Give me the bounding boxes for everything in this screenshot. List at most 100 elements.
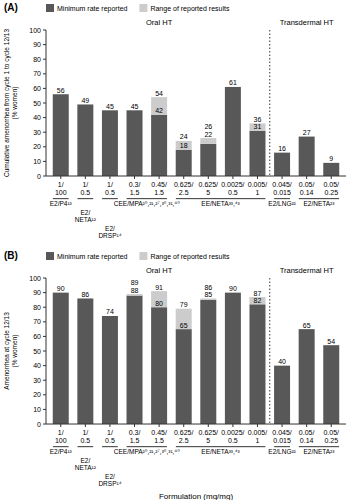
data-label: 54 [155,90,163,97]
data-label: 27 [303,129,311,136]
y-tick [43,365,46,366]
bar-segment [151,97,167,115]
y-tick [43,409,46,410]
group-underline [53,198,69,199]
legend-swatch [139,252,147,260]
x-tick-label: 0.625/2.5 [174,181,194,196]
group-label: E2/NETA²³ [303,200,335,207]
y-tick-label: 60 [33,85,41,92]
x-tick-label: 1/0.5 [80,181,90,196]
y-tick-label: 80 [33,304,41,311]
y-tick-label: 80 [33,56,41,63]
y-tick-label: 20 [33,143,41,150]
bar-segment [274,365,290,366]
y-tick-label: 0 [37,421,41,428]
x-tick [60,424,61,427]
legend-label: Minimum rate reported [57,5,128,13]
group-underline [274,198,290,199]
legend-swatch [46,4,54,12]
bar-segment [102,316,118,424]
panel: (A) Minimum rate reported Range of reporte… [3,2,346,239]
x-tick-label: 0.0025/0.5 [221,429,244,444]
data-label: 85 [204,291,212,298]
group-label: CEE/MPA²⁰,²¹,²⁷,³⁰,³¹,⁴⁰ [114,200,180,207]
bar-segment [225,87,241,176]
y-tick-label: 30 [33,377,41,384]
x-tick-label: 0.045/0.015 [272,429,292,444]
panel-label: (A) [4,2,18,13]
bar-segment [299,137,315,176]
x-tick-label: 0.3/1.5 [129,429,141,444]
x-tick-label: 0.0025/0.5 [221,181,244,196]
data-label: 49 [81,97,89,104]
x-tick [208,176,209,179]
bar-segment [249,297,265,304]
group-underline [176,198,266,199]
x-tick-label: 0.3/1.5 [129,181,141,196]
x-tick-label: 0.005/1 [248,429,268,444]
x-tick-label: 1/100 [55,181,67,196]
bar-segment [77,298,93,299]
bar-segment [53,94,69,176]
bar-segment [127,110,143,111]
bar-segment [323,162,339,163]
bars [53,291,339,424]
x-tick-label: 0.05/0.25 [323,181,339,196]
bar-segment [102,110,118,176]
x-tick [232,176,233,179]
bar-segment [299,329,315,424]
legend-label: Range of reported results [150,5,229,13]
x-tick [134,176,135,179]
x-tick [134,424,135,427]
bar-segment [151,115,167,176]
y-tick-label: 50 [33,348,41,355]
bar-segment [274,152,290,153]
bar-segment [53,292,69,293]
panel-label: (B) [4,250,18,261]
group-label: E2/P4¹³ [50,200,73,207]
y-tick [43,88,46,89]
group-underline [77,198,93,199]
section-title: Oral HT [146,266,173,275]
y-axis-label: Cumulative amenorrhea from cycle 1 to cy… [3,29,19,178]
data-label: 90 [229,285,237,292]
y-tick [43,132,46,133]
bar-segment [323,345,339,424]
legend-swatch [46,252,54,260]
bar-segment [102,315,118,316]
x-tick [306,176,307,179]
x-tick-label: 0.625/5 [199,429,219,444]
bar-segment [53,293,69,424]
group-label: E2/NETA¹² [75,209,97,223]
bar-segment [249,304,265,424]
bar-segment [176,150,192,176]
section-title: Transdermal HT [280,18,334,27]
legend-swatch [139,4,147,12]
group-label: E2/NETA¹² [75,457,97,471]
bar-segment [176,309,192,329]
group-label: E2/DRSP¹⁴ [98,225,121,239]
x-tick [331,176,332,179]
y-tick [43,59,46,60]
x-tick [60,176,61,179]
bar-segment [200,144,216,176]
data-label: 45 [106,103,114,110]
y-tick [43,394,46,395]
x-tick [331,424,332,427]
data-label: 74 [106,308,114,315]
x-tick [109,176,110,179]
group-label: E2/LNG²² [268,200,296,207]
x-tick [109,424,110,427]
y-tick [43,321,46,322]
data-label: 40 [278,358,286,365]
data-label: 45 [131,103,139,110]
x-tick [183,424,184,427]
bar-segment [200,138,216,144]
bars [53,87,339,176]
bar-segment [299,136,315,137]
data-label: 9 [329,155,333,162]
y-axis-label: Amenorrhea at cycle 12/13(% women) [3,312,19,390]
x-axis [46,424,346,425]
x-tick-label: 0.625/2.5 [174,429,194,444]
bar-segment [127,296,143,424]
